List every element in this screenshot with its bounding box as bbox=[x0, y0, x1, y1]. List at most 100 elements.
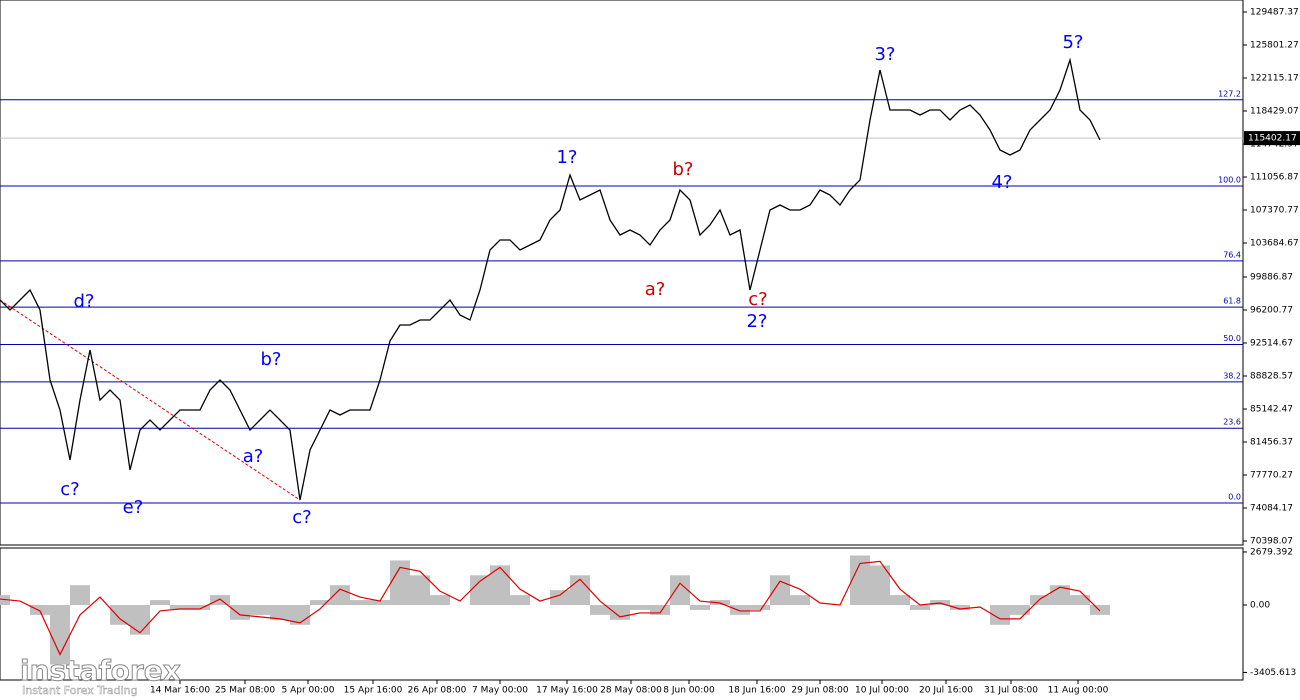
histogram-bar bbox=[1090, 605, 1110, 615]
wave-label: a? bbox=[243, 446, 264, 467]
wave-label: 1? bbox=[556, 147, 577, 168]
x-tick-label: 26 Apr 08:00 bbox=[408, 686, 467, 696]
x-tick-label: 15 Apr 16:00 bbox=[344, 686, 403, 696]
fib-label: 50.0 bbox=[1223, 334, 1241, 343]
y-tick-label: 74084.17 bbox=[1250, 503, 1293, 513]
x-tick-label: 29 Jun 08:00 bbox=[791, 686, 848, 696]
histogram-bar bbox=[550, 590, 570, 606]
x-tick-label: 11 Aug 00:00 bbox=[1048, 686, 1109, 696]
histogram-bar bbox=[250, 605, 270, 615]
y-tick-label: 103684.67 bbox=[1250, 239, 1299, 249]
histogram-bar bbox=[50, 605, 70, 665]
histogram-bar bbox=[490, 565, 510, 606]
histogram-bar bbox=[650, 605, 670, 615]
trend-line bbox=[0, 299, 301, 501]
x-tick-label: 7 May 00:00 bbox=[472, 686, 528, 696]
fib-label: 23.6 bbox=[1223, 418, 1241, 427]
histogram-bar bbox=[850, 555, 870, 606]
histogram-bar bbox=[130, 605, 150, 635]
x-tick-label: 18 Jun 16:00 bbox=[728, 686, 785, 696]
x-tick-label: 25 Mar 08:00 bbox=[215, 686, 275, 696]
histogram-bar bbox=[350, 600, 370, 606]
histogram-bar bbox=[1010, 605, 1030, 615]
histogram-bar bbox=[990, 605, 1010, 625]
wave-label: 2? bbox=[746, 311, 767, 332]
y-tick-label: 85142.47 bbox=[1250, 404, 1293, 414]
x-tick-label: 14 Mar 16:00 bbox=[150, 686, 210, 696]
histogram-bar bbox=[1030, 595, 1050, 606]
y-tick-label: 99886.87 bbox=[1250, 272, 1293, 282]
histogram-bar bbox=[410, 575, 430, 606]
wave-label: a? bbox=[645, 279, 666, 300]
histogram-bar bbox=[370, 600, 390, 606]
histogram-bar bbox=[230, 605, 250, 620]
histogram-bar bbox=[270, 605, 290, 620]
x-tick-label: 28 May 08:00 bbox=[600, 686, 662, 696]
y-tick-label: 92514.67 bbox=[1250, 338, 1293, 348]
histogram-bar bbox=[330, 585, 350, 606]
histogram-bar bbox=[690, 605, 710, 610]
signal-line bbox=[0, 560, 1101, 656]
logo-name: instaforex bbox=[20, 654, 181, 687]
price-panel bbox=[0, 0, 1244, 546]
histogram-bar bbox=[70, 585, 90, 606]
wave-label: b? bbox=[673, 159, 694, 180]
y-tick-label: 81456.37 bbox=[1250, 437, 1293, 447]
y-tick-label: -3405.613 bbox=[1250, 668, 1296, 678]
histogram-bar bbox=[30, 605, 50, 615]
histogram-bar bbox=[510, 595, 530, 606]
y-tick-label: 2679.392 bbox=[1250, 547, 1293, 557]
histogram-bar bbox=[170, 605, 190, 610]
x-tick-label: 31 Jul 08:00 bbox=[984, 686, 1038, 696]
x-tick-label: 17 May 16:00 bbox=[536, 686, 598, 696]
price-line bbox=[0, 57, 1101, 501]
fib-label: 127.2 bbox=[1218, 89, 1241, 98]
histogram-bar bbox=[430, 595, 450, 606]
histogram-bar bbox=[790, 595, 810, 606]
x-tick-label: 5 Apr 00:00 bbox=[282, 686, 335, 696]
histogram-bar bbox=[630, 605, 650, 610]
y-tick-label: 88828.57 bbox=[1250, 371, 1293, 381]
wave-label: e? bbox=[123, 497, 144, 518]
histogram-bar bbox=[750, 605, 770, 610]
wave-label: c? bbox=[748, 289, 767, 310]
histogram-bar bbox=[950, 605, 970, 610]
wave-label: 4? bbox=[991, 172, 1012, 193]
y-tick-label: 122115.17 bbox=[1250, 74, 1299, 84]
y-tick-label: 118429.07 bbox=[1250, 107, 1299, 117]
wave-label: c? bbox=[60, 479, 79, 500]
histogram-bar bbox=[1070, 595, 1090, 606]
histogram-bar bbox=[470, 575, 490, 606]
fib-label: 0.0 bbox=[1228, 493, 1241, 502]
x-tick-label: 8 Jun 00:00 bbox=[663, 686, 715, 696]
y-tick-label: 77770.27 bbox=[1250, 470, 1293, 480]
histogram-bar bbox=[610, 605, 630, 620]
histogram-bar bbox=[770, 575, 790, 606]
x-tick-label: 20 Jul 16:00 bbox=[919, 686, 973, 696]
y-tick-label: 107370.77 bbox=[1250, 206, 1299, 216]
wave-label: 3? bbox=[874, 44, 895, 65]
wave-label: d? bbox=[74, 291, 95, 312]
y-tick-label: 111056.87 bbox=[1250, 173, 1299, 183]
histogram-bar bbox=[190, 605, 210, 610]
wave-label: b? bbox=[261, 349, 282, 370]
y-tick-label: 0.00 bbox=[1250, 601, 1270, 611]
fib-label: 61.8 bbox=[1223, 297, 1241, 306]
y-tick-label: 96200.77 bbox=[1250, 305, 1293, 315]
histogram-bar bbox=[110, 605, 130, 625]
y-tick-label: 125801.27 bbox=[1250, 41, 1299, 51]
x-tick-label: 10 Jul 00:00 bbox=[855, 686, 909, 696]
fib-label: 100.0 bbox=[1218, 176, 1241, 185]
wave-label: c? bbox=[292, 507, 311, 528]
histogram-bar bbox=[150, 600, 170, 606]
current-price-label: 115402.17 bbox=[1248, 134, 1297, 144]
current-price-box bbox=[1244, 131, 1300, 146]
wave-label: 5? bbox=[1062, 32, 1083, 53]
histogram-bar bbox=[910, 605, 930, 610]
histogram-bar bbox=[870, 565, 890, 606]
oscillator-panel bbox=[0, 547, 1244, 681]
histogram-bar bbox=[210, 595, 230, 606]
histogram-bar bbox=[890, 595, 910, 606]
logo-tagline: Instant Forex Trading bbox=[22, 684, 138, 697]
